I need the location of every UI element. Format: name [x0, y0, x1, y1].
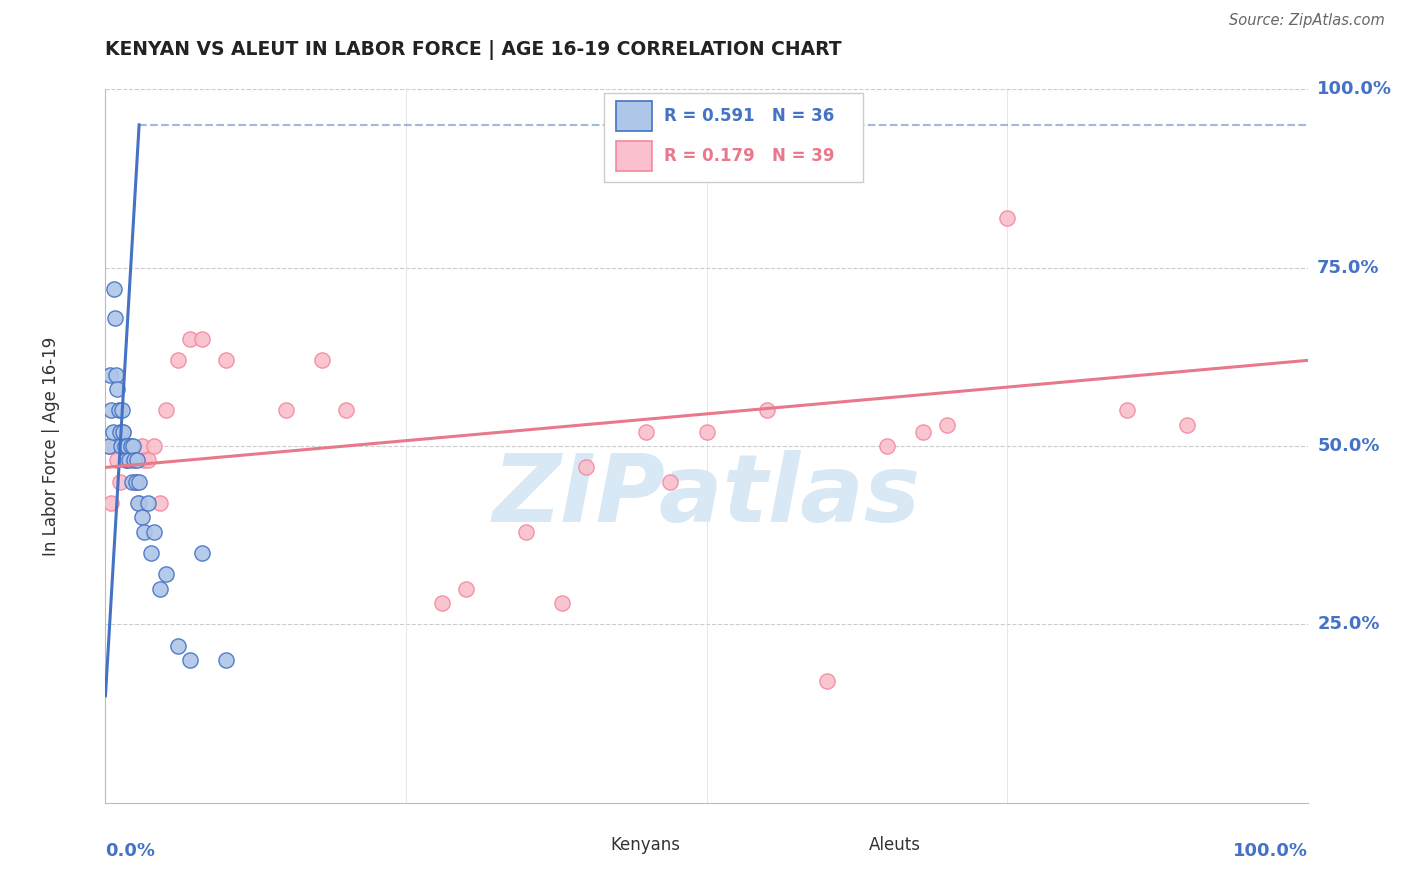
- Point: [108, 425, 131, 439]
- Point: [112, 425, 135, 439]
- Point: [110, 439, 132, 453]
- Text: KENYAN VS ALEUT IN LABOR FORCE | AGE 16-19 CORRELATION CHART: KENYAN VS ALEUT IN LABOR FORCE | AGE 16-…: [105, 40, 842, 60]
- FancyBboxPatch shape: [616, 141, 652, 170]
- Text: Kenyans: Kenyans: [610, 836, 681, 854]
- Text: ZIPatlas: ZIPatlas: [492, 450, 921, 542]
- Point: [100, 496, 122, 510]
- Text: 0.0%: 0.0%: [105, 842, 156, 860]
- Point: [995, 211, 1018, 225]
- Point: [179, 332, 201, 346]
- Text: In Labor Force | Age 16-19: In Labor Force | Age 16-19: [42, 336, 60, 556]
- Point: [1116, 403, 1139, 417]
- Point: [124, 453, 146, 467]
- Text: 100.0%: 100.0%: [1233, 842, 1308, 860]
- FancyBboxPatch shape: [616, 101, 652, 130]
- Text: 50.0%: 50.0%: [1317, 437, 1379, 455]
- Point: [128, 496, 150, 510]
- Point: [115, 439, 138, 453]
- Point: [815, 674, 838, 689]
- Point: [148, 582, 170, 596]
- Text: 25.0%: 25.0%: [1317, 615, 1379, 633]
- Point: [148, 496, 170, 510]
- Point: [214, 353, 236, 368]
- Point: [98, 439, 121, 453]
- Point: [132, 453, 155, 467]
- FancyBboxPatch shape: [568, 833, 602, 856]
- Point: [575, 460, 598, 475]
- Point: [274, 403, 297, 417]
- Point: [755, 403, 778, 417]
- Point: [101, 425, 124, 439]
- Point: [132, 524, 155, 539]
- Point: [107, 403, 129, 417]
- Text: 100.0%: 100.0%: [1317, 80, 1392, 98]
- Point: [696, 425, 718, 439]
- Point: [98, 439, 121, 453]
- Point: [551, 596, 574, 610]
- Point: [112, 425, 135, 439]
- Point: [136, 496, 159, 510]
- Point: [124, 475, 146, 489]
- Point: [430, 596, 453, 610]
- Text: 75.0%: 75.0%: [1317, 259, 1379, 277]
- Point: [142, 524, 165, 539]
- Point: [124, 475, 146, 489]
- Text: R = 0.179   N = 39: R = 0.179 N = 39: [665, 146, 835, 164]
- Point: [107, 453, 129, 467]
- Point: [114, 439, 136, 453]
- Point: [515, 524, 537, 539]
- Point: [190, 546, 212, 560]
- Point: [190, 332, 212, 346]
- Point: [335, 403, 357, 417]
- Point: [636, 425, 658, 439]
- Point: [131, 510, 153, 524]
- Point: [139, 546, 162, 560]
- Point: [103, 282, 125, 296]
- Point: [125, 453, 148, 467]
- FancyBboxPatch shape: [827, 833, 860, 856]
- Point: [155, 403, 177, 417]
- Point: [118, 453, 141, 467]
- Point: [104, 310, 127, 325]
- Point: [105, 368, 128, 382]
- Point: [127, 496, 149, 510]
- Point: [131, 439, 153, 453]
- Point: [122, 439, 145, 453]
- Point: [111, 403, 134, 417]
- Point: [659, 475, 682, 489]
- Text: R = 0.591   N = 36: R = 0.591 N = 36: [665, 107, 835, 125]
- Point: [128, 475, 150, 489]
- Point: [107, 382, 129, 396]
- Point: [121, 475, 143, 489]
- Point: [911, 425, 934, 439]
- Point: [115, 453, 138, 467]
- Point: [179, 653, 201, 667]
- Point: [136, 453, 159, 467]
- Point: [166, 353, 188, 368]
- Point: [454, 582, 477, 596]
- Point: [104, 439, 127, 453]
- Point: [155, 567, 177, 582]
- Point: [1175, 417, 1198, 432]
- Point: [311, 353, 333, 368]
- Point: [100, 403, 122, 417]
- Point: [108, 475, 131, 489]
- Point: [98, 368, 121, 382]
- Point: [166, 639, 188, 653]
- Text: Aleuts: Aleuts: [869, 836, 921, 854]
- Point: [142, 439, 165, 453]
- Point: [214, 653, 236, 667]
- Point: [120, 439, 142, 453]
- Point: [115, 453, 138, 467]
- Text: Source: ZipAtlas.com: Source: ZipAtlas.com: [1229, 13, 1385, 29]
- Point: [118, 439, 141, 453]
- Point: [876, 439, 898, 453]
- Point: [936, 417, 959, 432]
- FancyBboxPatch shape: [605, 93, 863, 182]
